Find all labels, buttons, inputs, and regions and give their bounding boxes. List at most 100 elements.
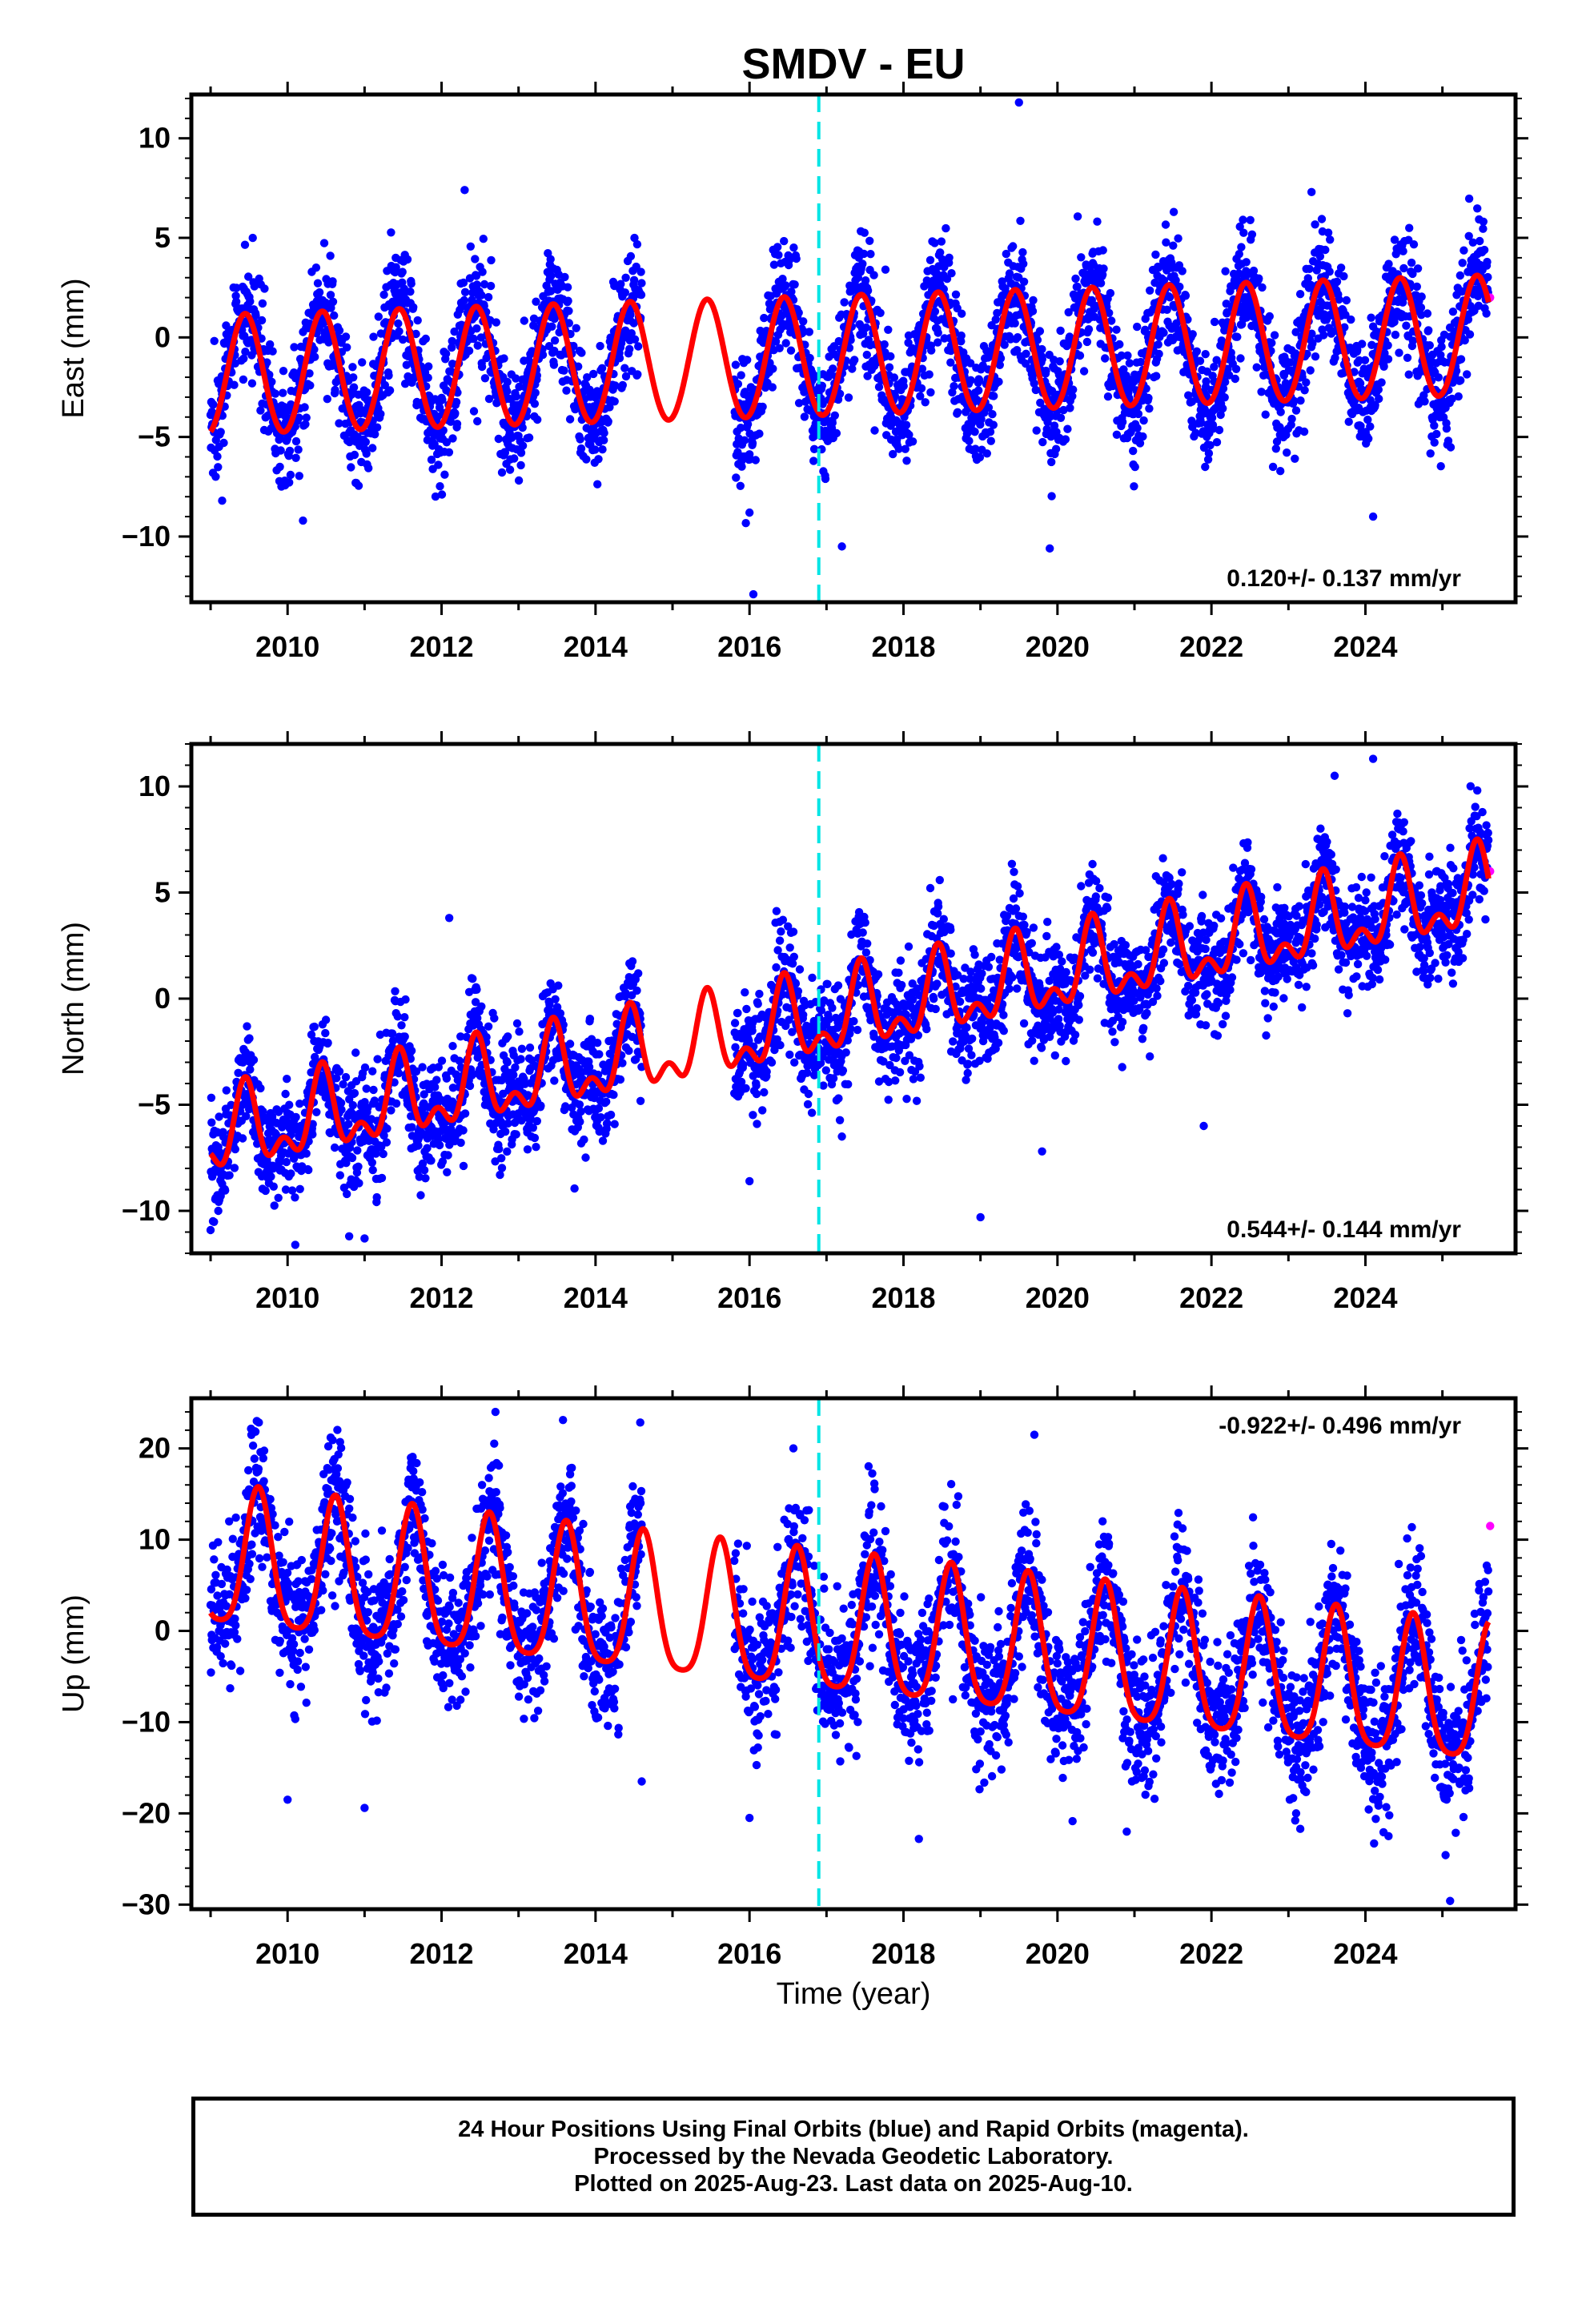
data-point — [472, 280, 481, 289]
data-point — [400, 380, 410, 388]
data-point — [380, 380, 389, 390]
data-point — [755, 429, 764, 438]
data-point — [448, 434, 457, 443]
data-point — [448, 1084, 458, 1092]
data-point — [524, 433, 534, 442]
data-point — [1413, 264, 1423, 273]
data-point — [1071, 274, 1080, 283]
data-point — [1255, 274, 1263, 283]
data-point-outlier — [1046, 544, 1054, 553]
data-point — [230, 380, 239, 389]
data-point — [860, 228, 869, 237]
data-point — [874, 383, 884, 392]
data-point — [518, 423, 527, 432]
data-point — [1399, 247, 1407, 255]
data-point — [1144, 393, 1153, 403]
data-point — [496, 1170, 504, 1180]
data-point — [328, 297, 338, 306]
data-point — [387, 228, 396, 237]
data-point — [379, 1149, 387, 1159]
data-point — [1009, 242, 1018, 251]
data-point — [740, 436, 749, 444]
data-point — [1261, 410, 1270, 419]
data-point — [231, 1144, 239, 1154]
data-point — [505, 465, 515, 474]
data-point — [748, 1027, 757, 1035]
data-point-outlier — [1014, 98, 1023, 107]
data-point — [206, 1225, 215, 1235]
data-point — [966, 376, 975, 384]
data-point — [1407, 258, 1416, 267]
data-point — [1344, 417, 1353, 426]
data-point — [285, 446, 295, 456]
data-point — [1159, 276, 1169, 285]
data-point — [530, 1133, 540, 1143]
data-point — [477, 1002, 486, 1011]
data-point — [468, 296, 476, 304]
data-point — [870, 426, 879, 435]
data-point — [1479, 217, 1488, 226]
data-point — [448, 336, 456, 346]
data-point — [444, 448, 454, 456]
data-point — [384, 371, 393, 380]
rate-annotation-east: 0.120+/- 0.137 mm/yr — [1227, 565, 1461, 592]
data-point — [1247, 230, 1257, 239]
data-point — [965, 436, 974, 445]
data-point — [945, 253, 954, 262]
data-point — [398, 267, 407, 276]
data-point — [606, 1110, 616, 1120]
data-point — [1249, 266, 1259, 275]
data-point — [1056, 326, 1065, 336]
data-point — [805, 328, 813, 336]
data-point — [861, 276, 870, 285]
data-point — [1332, 277, 1342, 286]
data-point — [1436, 462, 1445, 471]
data-point — [530, 400, 540, 408]
data-point — [917, 364, 927, 373]
data-point — [291, 1193, 299, 1202]
data-point — [413, 316, 422, 325]
data-point — [466, 242, 475, 251]
data-point — [473, 1014, 482, 1023]
data-point — [387, 1106, 396, 1115]
data-point — [1307, 329, 1316, 338]
data-point — [323, 1039, 332, 1047]
data-point — [459, 1161, 468, 1171]
data-point — [1038, 344, 1046, 354]
data-point — [1115, 340, 1124, 349]
data-point — [478, 267, 487, 276]
data-point — [876, 308, 885, 317]
data-point — [1212, 356, 1221, 364]
data-point — [517, 1116, 526, 1125]
data-point — [250, 282, 259, 291]
data-point — [925, 370, 934, 379]
x-tick-label: 2010 — [255, 630, 319, 663]
data-point — [576, 1117, 584, 1126]
data-point — [1191, 428, 1200, 437]
data-point — [1107, 316, 1116, 325]
data-point — [207, 1118, 216, 1127]
data-point — [863, 286, 873, 296]
data-point — [1216, 410, 1225, 420]
data-point — [970, 428, 979, 436]
data-point — [603, 1119, 612, 1128]
data-point — [432, 1076, 441, 1084]
data-point — [1312, 266, 1321, 275]
data-point — [1013, 333, 1022, 342]
data-point — [569, 341, 578, 351]
data-point — [1366, 422, 1375, 431]
data-point — [1056, 413, 1066, 422]
data-point — [564, 296, 572, 305]
data-point — [446, 417, 456, 426]
data-point — [1042, 366, 1050, 376]
data-point — [1377, 378, 1386, 387]
data-point — [1323, 228, 1333, 237]
data-point — [1342, 296, 1351, 305]
data-point — [594, 1104, 604, 1113]
data-point — [1258, 283, 1267, 292]
data-point — [989, 420, 998, 429]
data-point — [583, 373, 592, 382]
data-point — [1151, 250, 1160, 259]
data-point — [1252, 363, 1261, 372]
